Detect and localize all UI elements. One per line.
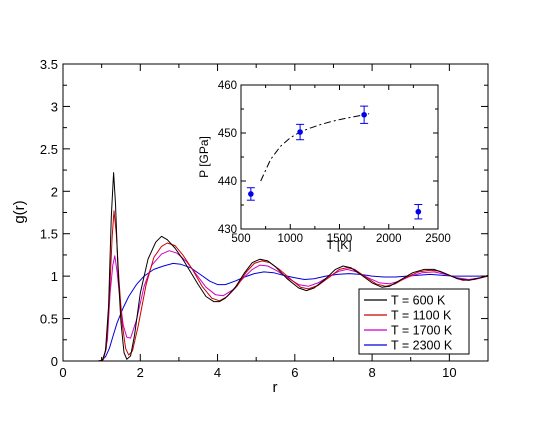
y-tick-label: 3: [51, 99, 58, 114]
x-tick-label: 6: [291, 365, 298, 380]
main-series-group: [63, 172, 489, 362]
y-tick-label: 2: [51, 184, 58, 199]
legend: T = 600 KT = 1100 KT = 1700 KT = 2300 K: [358, 288, 470, 355]
x-tick-label: 2: [137, 365, 144, 380]
inset-plot-area: [241, 85, 438, 229]
inset-x-tick-label: 1000: [277, 233, 303, 245]
inset-y-tick-label: 460: [218, 80, 237, 92]
inset-chart: 500 1000 1500 2000 2500 430 440 450 460 T [K] P…: [197, 80, 451, 252]
legend-label: T = 600 K: [391, 294, 446, 308]
series-line: [63, 172, 489, 362]
legend-items: T = 600 KT = 1100 KT = 1700 KT = 2300 K: [364, 294, 453, 353]
inset-y-tick-label: 440: [218, 176, 237, 188]
x-tick-label: 8: [368, 365, 375, 380]
inset-x-axis-label: T [K]: [326, 238, 351, 252]
inset-y-tick-label: 450: [218, 128, 237, 140]
y-tick-label: 2.5: [40, 142, 58, 157]
data-point: [415, 208, 422, 215]
inset-x-tick-label: 2500: [425, 233, 451, 245]
main-y-axis: 0 0.5 1 1.5 2 2.5 3 3.5: [40, 57, 488, 369]
series-line: [63, 262, 488, 362]
inset-x-tick-label: 500: [231, 233, 250, 245]
data-point: [248, 191, 254, 197]
y-tick-label: 1: [51, 269, 58, 284]
data-point: [361, 111, 367, 118]
main-x-axis-label: r: [273, 379, 278, 396]
x-tick-label: 10: [442, 365, 456, 380]
main-x-axis: 0 2 4 6 8 10: [59, 64, 457, 380]
inset-x-tick-label: 1500: [327, 233, 353, 245]
inset-x-tick-label: 2000: [376, 233, 402, 245]
inset-x-axis: 500 1000 1500 2000 2500: [231, 85, 451, 245]
y-tick-label: 0.5: [40, 312, 58, 327]
fit-curve: [260, 113, 370, 182]
inset-y-tick-label: 430: [218, 224, 237, 236]
x-tick-label: 4: [214, 365, 221, 380]
legend-label: T = 1700 K: [391, 324, 453, 338]
y-tick-label: 0: [51, 354, 58, 369]
y-tick-label: 1.5: [40, 227, 58, 242]
legend-label: T = 2300 K: [391, 339, 453, 353]
main-y-axis-label: g(r): [11, 200, 28, 223]
inset-y-axis-label: P [GPa]: [197, 136, 211, 178]
y-tick-label: 3.5: [40, 57, 58, 72]
legend-label: T = 1100 K: [391, 309, 452, 323]
x-tick-label: 0: [59, 365, 66, 380]
inset-y-axis: 430 440 450 460: [218, 80, 438, 236]
inset-series-group: [246, 105, 423, 220]
main-chart: 0 2 4 6 8 10 0 0.5 1 1.5 2 2.5 3 3.5 r g(r) T = 600 …: [11, 57, 489, 396]
data-point: [297, 129, 303, 135]
